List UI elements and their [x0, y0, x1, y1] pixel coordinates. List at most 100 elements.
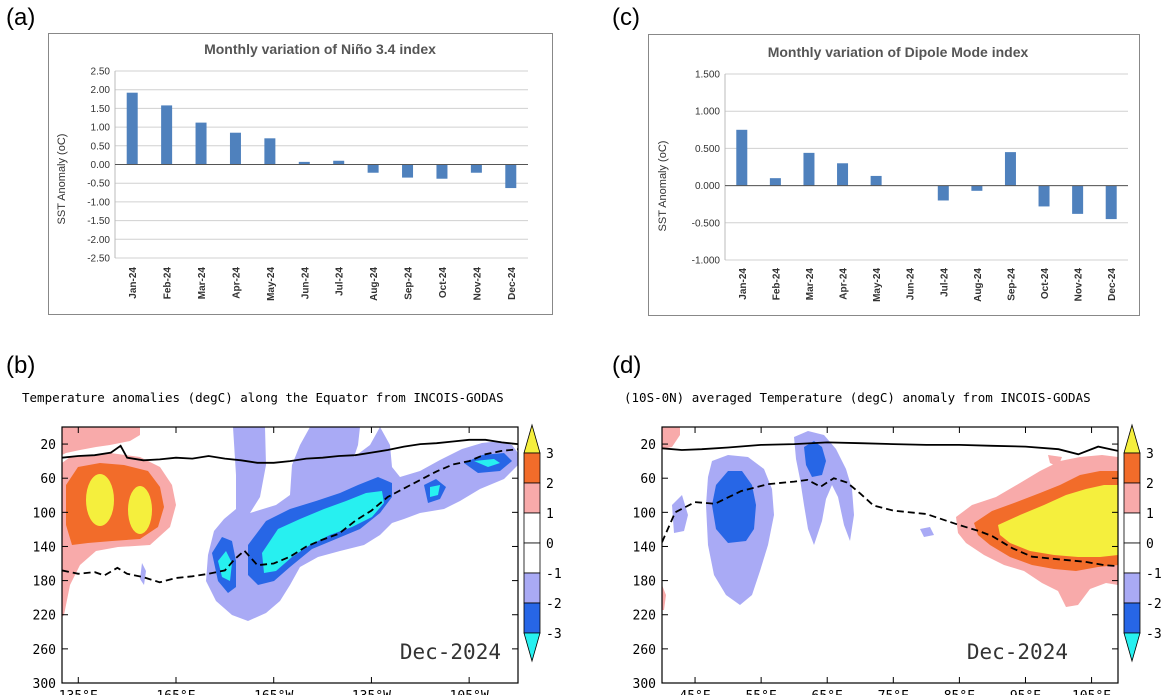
contour-b-neg1	[140, 563, 146, 585]
y-tick-label: 0.000	[695, 181, 720, 192]
colorbar-label: -2	[546, 597, 562, 612]
x-tick-label: Mar-24	[197, 267, 208, 300]
x-tick-label: 165°E	[156, 689, 195, 695]
chart-a-title: Monthly variation of Niño 3.4 index	[204, 41, 436, 57]
bar	[333, 160, 345, 165]
contour-b-pos3	[86, 474, 114, 526]
x-tick-label: Jun-24	[300, 267, 311, 300]
y-tick-label: -1.000	[692, 256, 721, 267]
bar	[837, 163, 849, 186]
colorbar-segment	[1123, 423, 1141, 454]
x-tick-label: Oct-24	[1040, 268, 1051, 300]
contour-d-neg1	[794, 431, 854, 545]
colorbar-segment	[523, 512, 541, 544]
bar	[229, 132, 241, 165]
contour-b-pos3	[128, 486, 152, 534]
chart-c-dmi: Monthly variation of Dipole Mode index S…	[648, 34, 1140, 316]
y-tick-label: 1.000	[695, 107, 720, 118]
bar	[736, 129, 748, 186]
contour-d-neg1	[672, 495, 688, 533]
y-tick-label: 2.00	[91, 85, 111, 96]
colorbar-label: 0	[546, 537, 554, 552]
x-tick-label: Oct-24	[438, 267, 449, 299]
y-tick-label: 2.50	[91, 67, 111, 78]
panel-label-b: (b)	[6, 352, 36, 379]
y-tick-label: -0.50	[87, 179, 110, 190]
x-tick-label: Jun-24	[906, 268, 917, 301]
contour-b-neg3	[218, 551, 232, 581]
x-tick-label: Dec-24	[1107, 268, 1118, 301]
thermocline-line	[662, 477, 1118, 567]
colorbar-segment	[1123, 512, 1141, 544]
colorbar-segment	[1123, 572, 1141, 604]
y-tick-label: 1.500	[695, 70, 720, 81]
contour-b-neg3	[474, 459, 500, 467]
chart-d-frame	[661, 426, 1119, 684]
chart-b-title: Temperature anomalies (degC) along the E…	[22, 390, 504, 405]
x-tick-label: Sep-24	[1006, 268, 1017, 301]
colorbar-segment	[1123, 632, 1141, 663]
chart-a-border	[48, 33, 553, 315]
bar	[126, 92, 138, 165]
y-tick-label: 220	[633, 609, 656, 624]
y-tick-label: -0.500	[692, 218, 721, 229]
mixed-layer-line	[62, 438, 518, 464]
colorbar-label: 0	[1146, 537, 1154, 552]
y-tick-label: 20	[640, 438, 656, 453]
thermocline-line	[62, 448, 518, 584]
y-tick-label: 20	[40, 438, 56, 453]
bar	[1105, 185, 1117, 220]
y-tick-label: 140	[33, 540, 56, 555]
y-tick-label: 260	[633, 643, 656, 658]
x-tick-label: Sep-24	[404, 267, 415, 300]
bar	[161, 105, 173, 165]
colorbar-segment	[523, 542, 541, 574]
bar	[803, 152, 815, 186]
bar	[367, 164, 379, 173]
bar	[769, 178, 781, 186]
x-tick-label: Mar-24	[805, 268, 816, 301]
chart-a-ylabel: SST Anomaly (oC)	[56, 134, 68, 225]
x-tick-label: 95°E	[1010, 689, 1041, 695]
contour-d-pos3	[998, 485, 1118, 557]
panel-label-a: (a)	[6, 4, 36, 31]
bar	[264, 138, 276, 165]
x-tick-label: Nov-24	[1074, 268, 1085, 302]
y-tick-label: 100	[33, 506, 56, 521]
bar	[470, 164, 482, 173]
x-tick-label: 105°E	[1072, 689, 1111, 695]
colorbar-label: -3	[546, 627, 562, 642]
x-tick-label: Jul-24	[939, 268, 950, 297]
x-tick-label: Apr-24	[839, 268, 850, 300]
y-tick-label: 1.50	[91, 104, 111, 115]
chart-b-equator-section: Dec-2024 2060100140180220260300135°E165°…	[33, 423, 562, 695]
colorbar-segment	[523, 482, 541, 514]
bar	[436, 164, 448, 179]
y-tick-label: 60	[40, 472, 56, 487]
x-tick-label: 75°E	[878, 689, 909, 695]
contour-d-pos1	[662, 585, 666, 610]
contour-b-neg3	[430, 485, 440, 497]
y-tick-label: 60	[640, 472, 656, 487]
x-tick-label: Apr-24	[231, 267, 242, 299]
contour-d-neg2	[804, 441, 826, 477]
chart-c-ylabel: SST Anomaly (oC)	[657, 141, 669, 232]
x-tick-label: Dec-24	[507, 267, 518, 300]
x-tick-label: 135°E	[59, 689, 98, 695]
y-tick-label: 0.500	[695, 144, 720, 155]
bar	[1038, 185, 1050, 207]
y-tick-label: 0.00	[91, 160, 111, 171]
colorbar-label: 3	[546, 447, 554, 462]
bar	[402, 164, 414, 178]
x-tick-label: Feb-24	[771, 268, 782, 301]
bar	[298, 161, 310, 165]
panel-label-c: (c)	[612, 4, 640, 31]
mixed-layer-line	[662, 441, 1118, 456]
contour-b-pos1	[62, 427, 140, 455]
colorbar-segment	[523, 632, 541, 663]
bar	[971, 185, 983, 191]
colorbar-segment	[1123, 452, 1141, 484]
colorbar-segment	[1123, 542, 1141, 574]
x-tick-label: 65°E	[812, 689, 843, 695]
y-tick-label: -2.00	[87, 235, 110, 246]
